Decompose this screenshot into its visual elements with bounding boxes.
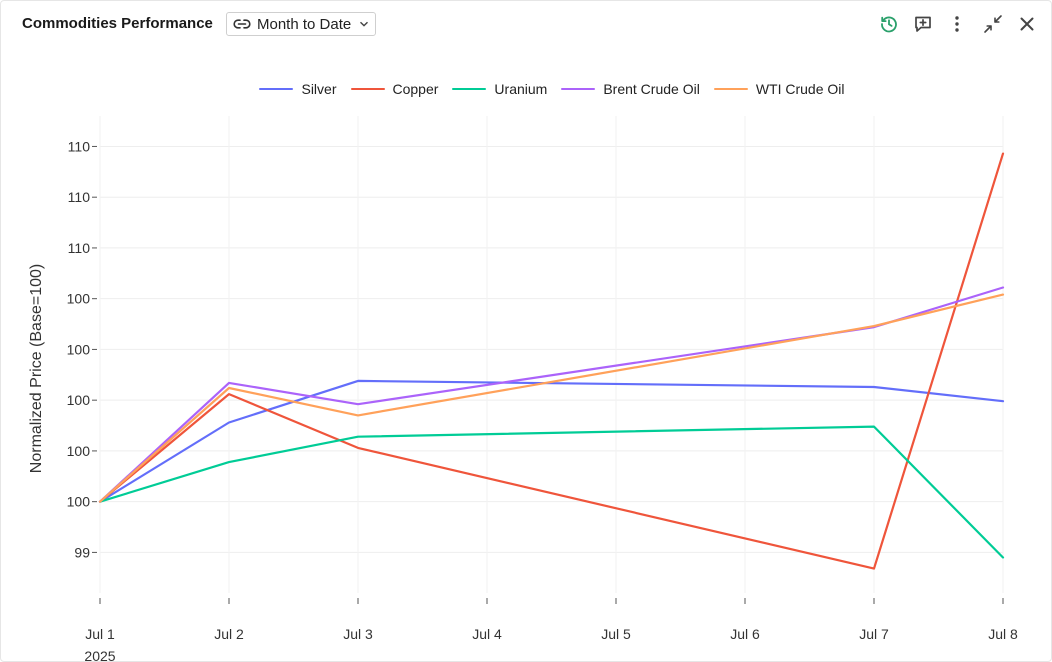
chart-legend: Silver Copper Uranium Brent Crude Oil WTI Cr… [1,79,1051,99]
y-tick-label: 100 [67,443,91,459]
chevron-down-icon [360,21,368,27]
history-button[interactable] [878,13,900,35]
x-tick-label: Jul 7 [859,626,889,642]
legend-swatch [561,87,596,91]
series-line-wti-crude-oil [98,293,1005,503]
x-tick-sublabel: 2025 [84,648,115,661]
legend-label: WTI Crude Oil [755,81,845,97]
x-tick-label: Jul 6 [730,626,760,642]
close-icon [1020,17,1034,31]
more-options-button[interactable] [946,13,968,35]
link-icon [233,19,251,29]
legend-swatch [713,87,748,91]
y-tick-label: 100 [67,341,91,357]
x-tick-label: Jul 1 [85,626,115,642]
x-tick-label: Jul 5 [601,626,631,642]
legend-label: Copper [392,81,439,97]
y-axis-title: Normalized Price (Base=100) [28,264,45,473]
widget-title: Commodities Performance [22,15,213,32]
y-tick-label: 110 [68,189,91,205]
collapse-icon [984,15,1002,33]
series-line-uranium [98,425,1005,559]
legend-item[interactable]: Brent Crude Oil [561,79,700,99]
history-icon [881,16,897,33]
widget-header: Commodities Performance Month to Date [1,1,1051,47]
legend-swatch [350,87,385,91]
legend-label: Silver [301,81,337,97]
y-tick-label: 99 [74,544,90,560]
series-line-brent-crude-oil [98,286,1005,503]
series-line-silver [98,379,1005,503]
legend-label: Uranium [494,81,548,97]
add-comment-button[interactable] [912,13,934,35]
x-tick-label: Jul 3 [343,626,373,642]
y-tick-label: 100 [67,494,91,510]
legend-item[interactable]: WTI Crude Oil [713,79,845,99]
legend-swatch [452,87,487,91]
more-vertical-icon [955,16,959,32]
x-tick-label: Jul 4 [472,626,502,642]
legend-swatch [259,87,294,91]
date-range-select[interactable]: Month to Date [226,12,376,36]
date-range-label: Month to Date [257,15,352,33]
close-button[interactable] [1016,13,1038,35]
collapse-button[interactable] [982,13,1004,35]
x-tick-label: Jul 2 [214,626,244,642]
y-tick-label: 110 [68,240,91,256]
series-line-copper [98,152,1005,570]
comment-add-icon [915,16,931,32]
y-tick-label: 100 [67,291,91,307]
y-tick-label: 110 [68,138,91,154]
legend-item[interactable]: Silver [259,79,337,99]
x-tick-label: Jul 8 [988,626,1018,642]
legend-label: Brent Crude Oil [603,81,700,97]
y-tick-label: 100 [67,392,91,408]
legend-item[interactable]: Copper [350,79,439,99]
legend-item[interactable]: Uranium [452,79,547,99]
